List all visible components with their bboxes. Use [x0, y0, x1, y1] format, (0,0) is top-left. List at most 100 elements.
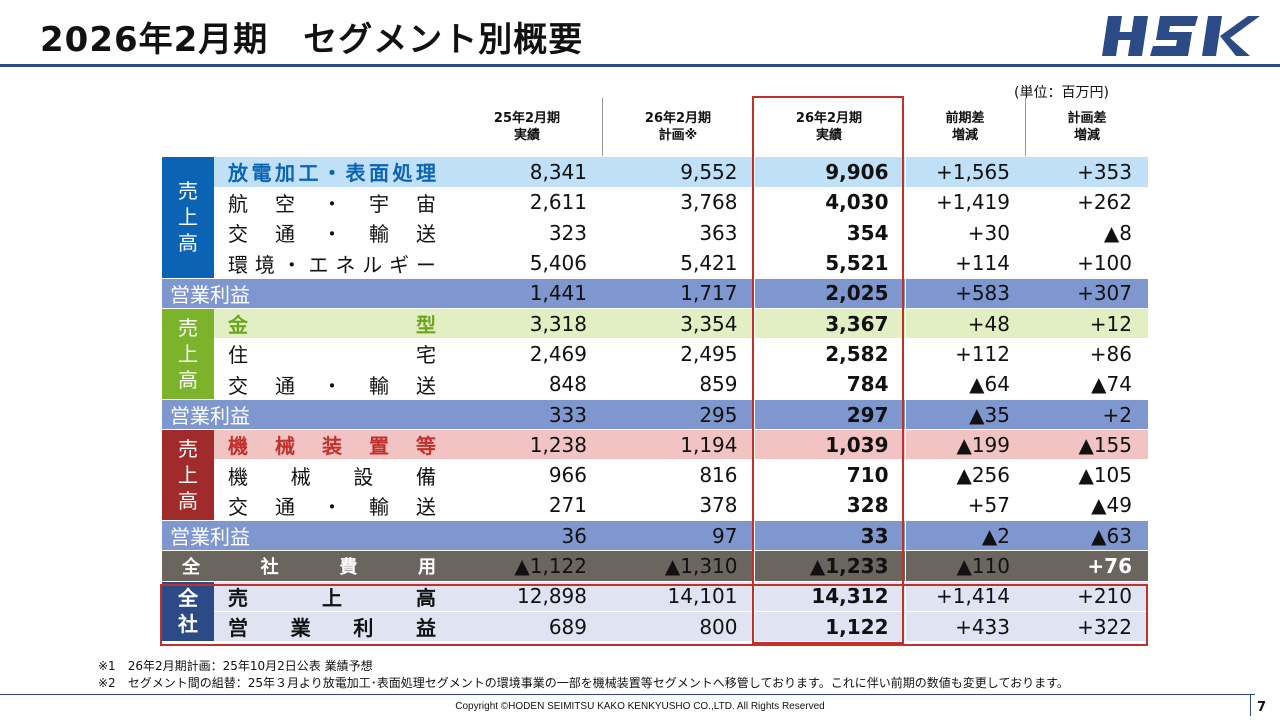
table-row: 売上高金型 3,318 3,354 3,367 +48 +12	[162, 308, 1148, 400]
row-label: 住宅	[214, 338, 452, 370]
value-fy25-actual: 848	[452, 369, 603, 400]
value-fy26-plan: 97	[603, 520, 755, 552]
row-label-char: ・	[322, 494, 342, 519]
row-label-char: 交	[228, 222, 248, 247]
row-label-char: 面	[369, 161, 389, 186]
value-fy26-actual: 297	[754, 399, 906, 431]
value-fy26-actual: 354	[754, 217, 906, 249]
row-label-char: ・	[322, 222, 342, 247]
value-fy25-actual: 8,341	[452, 157, 603, 188]
value-fy26-actual: 5,521	[754, 247, 906, 279]
value-fy26-plan: 1,194	[603, 429, 755, 461]
value-yoy-change: ▲256	[905, 459, 1026, 491]
row-label-char: 業	[290, 616, 311, 641]
value-fy25-actual: 689	[452, 611, 603, 643]
row-label-char: 費	[339, 557, 358, 578]
row-label-char: 輸	[369, 222, 389, 247]
row-label-char: ー	[415, 252, 436, 277]
row-label-char: 売	[228, 585, 248, 610]
value-plan-change: +353	[1026, 157, 1148, 188]
row-label: 機械装置等	[214, 429, 452, 461]
value-fy26-actual: 2,025	[754, 278, 906, 309]
value-fy25-actual: 966	[452, 459, 603, 491]
row-label-char: 機	[228, 464, 248, 489]
row-label-char: 航	[228, 191, 248, 216]
row-label-char: 電	[251, 161, 272, 186]
side-label-char: 高	[178, 367, 198, 392]
value-fy25-actual: 333	[452, 399, 603, 431]
row-label-char: 住	[228, 343, 248, 368]
corporate-expense-label: 全社費用	[162, 550, 452, 582]
value-fy26-actual: 9,906	[754, 157, 906, 188]
row-label: 航 空 ・ 宇 宙	[214, 187, 452, 219]
col-header-fy26-actual: 26年2月期 実績	[795, 111, 863, 143]
row-label-char: 工	[298, 161, 319, 186]
row-label-char: 装	[322, 434, 342, 459]
value-fy26-plan: 295	[603, 399, 755, 431]
value-fy25-actual: ▲1,122	[452, 550, 603, 582]
value-fy25-actual: 2,469	[452, 338, 603, 370]
row-label-char: 通	[275, 222, 295, 247]
value-fy25-actual: 323	[452, 217, 603, 249]
value-yoy-change: ▲110	[905, 550, 1026, 582]
value-fy26-plan: ▲1,310	[603, 550, 755, 582]
row-label: 金型	[214, 308, 452, 340]
side-label-char: 売	[178, 315, 198, 340]
corporate-expense-row: 全 社 費 用 ▲1,122 ▲1,310 ▲1,233 ▲110 +76	[162, 550, 1148, 582]
value-fy26-actual: ▲1,233	[754, 550, 906, 582]
copyright: Copyright ©HODEN SEIMITSU KAKO KENKYUSHO…	[455, 701, 825, 712]
row-label-char: 宙	[416, 191, 436, 216]
row-label: 放電加工・表面処理	[214, 157, 452, 188]
row-label-char: 送	[416, 373, 436, 398]
value-fy26-actual: 33	[754, 520, 906, 552]
side-label-char: 上	[178, 341, 198, 366]
side-label-char: 高	[178, 489, 198, 514]
value-fy26-actual: 784	[754, 369, 906, 400]
col-header-fy26-plan: 26年2月期 計画※	[644, 111, 712, 143]
row-label: 交 通 ・ 輸 送	[214, 490, 452, 522]
row-label: 売上高	[214, 581, 452, 612]
row-label-char: 金	[228, 313, 248, 338]
value-plan-change: ▲105	[1026, 459, 1148, 491]
table-row: 交 通 ・ 輸 送 848 859 784 ▲64 ▲74	[162, 369, 1148, 400]
value-fy26-plan: 9,552	[603, 157, 755, 188]
row-label-char: 空	[275, 191, 295, 216]
row-label-char: 備	[415, 464, 436, 489]
value-fy26-plan: 378	[603, 490, 755, 522]
row-label-char: 処	[392, 161, 413, 186]
value-fy26-actual: 1,122	[754, 611, 906, 643]
value-fy25-actual: 2,611	[452, 187, 603, 219]
table-row: 住宅 2,469 2,495 2,582 +112 +86	[162, 338, 1148, 370]
value-plan-change: +2	[1026, 399, 1148, 431]
row-label-char: 境	[254, 252, 275, 277]
row-label-char: ギ	[389, 252, 410, 277]
row-label-char: 表	[345, 161, 366, 186]
row-label-char: 環	[228, 252, 248, 277]
company-total-row: 全社売上高 12,898 14,101 14,312 +1,414 +210	[162, 581, 1148, 643]
value-plan-change: +262	[1026, 187, 1148, 219]
side-label: 売上高	[162, 157, 214, 279]
value-fy26-actual: 4,030	[754, 187, 906, 219]
title-underline	[0, 64, 1280, 67]
value-fy26-plan: 363	[603, 217, 755, 249]
row-label-char: 高	[416, 585, 436, 610]
value-plan-change: +76	[1026, 550, 1148, 582]
value-fy26-plan: 2,495	[603, 338, 755, 370]
value-plan-change: +210	[1026, 581, 1148, 612]
value-fy25-actual: 1,441	[452, 278, 603, 309]
value-yoy-change: ▲2	[905, 520, 1026, 552]
value-yoy-change: +112	[905, 338, 1026, 370]
row-label-char: 輸	[369, 494, 389, 519]
row-label-char: 交	[228, 494, 248, 519]
header-divider	[602, 98, 603, 156]
row-label-char: 等	[416, 434, 436, 459]
page-number: 7	[1256, 700, 1266, 715]
row-label-char: 放	[228, 161, 248, 186]
value-fy26-plan: 3,768	[603, 187, 755, 219]
row-label: 機械設備	[214, 459, 452, 491]
table-row: 環境・エネルギー 5,406 5,421 5,521 +114 +100	[162, 247, 1148, 279]
row-label-char: ・	[322, 191, 342, 216]
value-fy26-plan: 800	[603, 611, 755, 643]
side-label: 全社	[162, 581, 214, 643]
footnote: ※1 26年2月期計画：25年10月2日公表 業績予想	[98, 659, 373, 673]
